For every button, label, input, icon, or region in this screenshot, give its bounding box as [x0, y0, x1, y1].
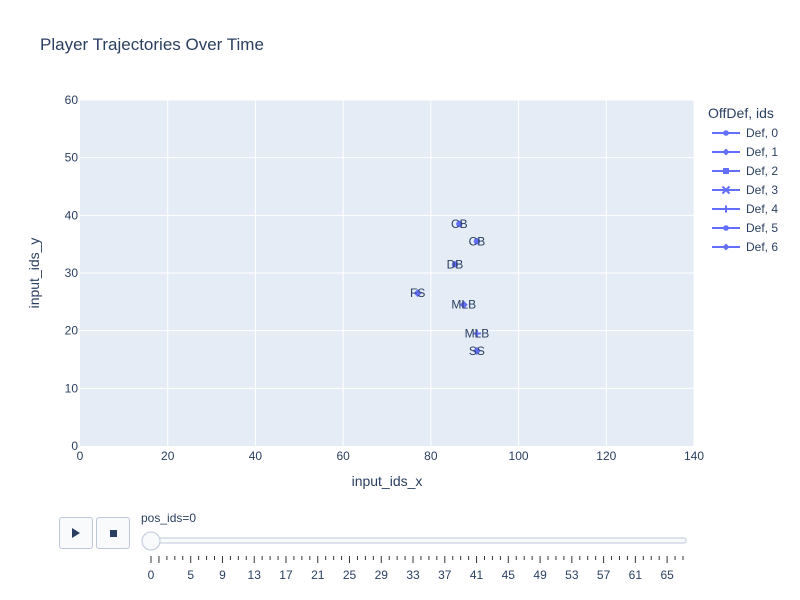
slider-handle[interactable]	[141, 531, 161, 551]
x-tick-label: 100	[509, 449, 529, 463]
legend-marker	[723, 130, 729, 136]
y-tick-label: 60	[65, 93, 79, 107]
x-axis-label: input_ids_x	[352, 473, 423, 489]
legend-marker	[722, 243, 730, 251]
legend-marker	[721, 185, 731, 195]
y-tick-label: 20	[65, 324, 79, 338]
frame-slider[interactable]: 0 5 9 13 17 21 25 29 33 37 41 45 49 53 57 61 65	[141, 531, 687, 582]
data-point-label: CB	[451, 217, 468, 231]
legend-item[interactable]: Def, 2	[712, 164, 778, 178]
slider-tick-label: 45	[502, 568, 516, 582]
legend-label: Def, 1	[746, 145, 778, 159]
slider-tick-label: 25	[343, 568, 357, 582]
slider-tick-label: 21	[311, 568, 325, 582]
stop-button[interactable]	[96, 517, 130, 549]
data-point	[472, 346, 481, 355]
tick-layer: 0 20 40 60 80 100 120 140 0 10 20 30 40 50 60	[65, 93, 705, 463]
slider-tick-label: 57	[597, 568, 611, 582]
slider-tick-label: 65	[660, 568, 674, 582]
x-tick-label: 20	[161, 449, 175, 463]
slider-tick-label: 13	[248, 568, 262, 582]
chart-title: Player Trajectories Over Time	[40, 35, 264, 54]
legend[interactable]: Def, 0 Def, 1 Def, 2 Def, 3 Def, 4 Def, 5 Def,…	[712, 126, 778, 254]
legend-marker	[723, 168, 729, 174]
y-tick-label: 50	[65, 151, 79, 165]
data-point-label: FS	[410, 286, 425, 300]
legend-item[interactable]: Def, 4	[712, 202, 778, 216]
slider-tick-label: 49	[533, 568, 547, 582]
x-tick-label: 40	[249, 449, 263, 463]
data-point-label: DB	[447, 257, 464, 271]
slider-track[interactable]	[142, 537, 687, 544]
data-point-label: MLB	[465, 327, 490, 341]
slider-tick-label: 5	[187, 568, 194, 582]
x-tick-label: 80	[424, 449, 438, 463]
y-tick-label: 10	[65, 381, 79, 395]
play-icon	[72, 528, 80, 538]
data-point	[456, 220, 463, 228]
legend-label: Def, 3	[746, 183, 778, 197]
slider-tick-label: 9	[219, 568, 226, 582]
legend-title: OffDef, ids	[708, 105, 774, 121]
data-point	[459, 300, 468, 309]
x-tick-label: 60	[336, 449, 350, 463]
legend-label: Def, 5	[746, 221, 778, 235]
grid-layer	[80, 99, 695, 446]
slider-tick-label: 17	[279, 568, 293, 582]
slider-current-label: pos_ids=0	[141, 511, 197, 525]
data-point	[472, 329, 481, 338]
slider-tick-label: 41	[470, 568, 484, 582]
y-tick-label: 30	[65, 266, 79, 280]
slider-tick-label: 53	[565, 568, 579, 582]
data-point	[413, 289, 422, 298]
legend-item[interactable]: Def, 6	[712, 240, 778, 254]
y-axis-label: input_ids_y	[26, 238, 42, 309]
data-point	[451, 261, 459, 268]
slider-tick-label: 61	[629, 568, 643, 582]
legend-item[interactable]: Def, 5	[712, 221, 778, 235]
slider-tick-label: 33	[406, 568, 420, 582]
data-point-label: SS	[469, 344, 485, 358]
y-tick-label: 40	[65, 208, 79, 222]
slider-tick-label: 37	[438, 568, 452, 582]
legend-label: Def, 4	[746, 202, 778, 216]
slider-tick-label: 0	[148, 568, 155, 582]
data-point-label: MLB	[451, 298, 476, 312]
x-tick-label: 0	[77, 449, 84, 463]
x-tick-label: 140	[684, 449, 704, 463]
data-point-label: CB	[469, 234, 486, 248]
play-button[interactable]	[59, 517, 93, 549]
legend-item[interactable]: Def, 1	[712, 145, 778, 159]
legend-label: Def, 0	[746, 126, 778, 140]
legend-marker	[722, 205, 730, 213]
legend-item[interactable]: Def, 3	[712, 183, 778, 197]
x-tick-label: 120	[596, 449, 616, 463]
legend-label: Def, 6	[746, 240, 778, 254]
legend-marker	[723, 225, 729, 231]
y-tick-label: 0	[71, 439, 78, 453]
slider-tick-label: 29	[375, 568, 389, 582]
stop-icon	[109, 529, 117, 537]
data-point	[473, 238, 481, 245]
legend-marker	[722, 148, 730, 156]
legend-item[interactable]: Def, 0	[712, 126, 778, 140]
legend-label: Def, 2	[746, 164, 778, 178]
